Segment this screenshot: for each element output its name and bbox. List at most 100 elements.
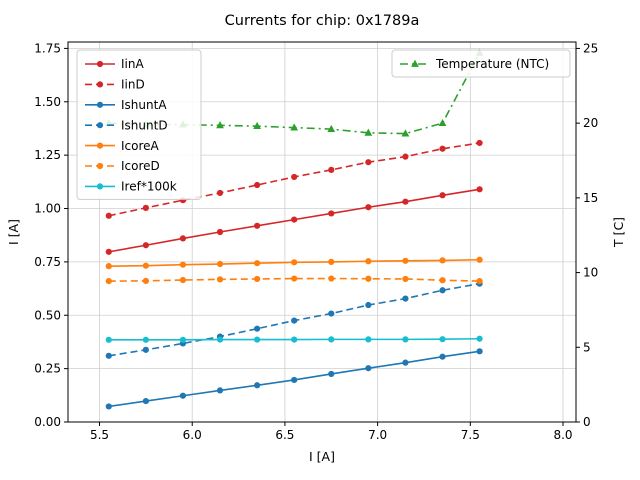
circle-marker	[179, 336, 187, 343]
x-tick-label: 6.0	[183, 428, 202, 442]
circle-marker	[328, 210, 335, 217]
x-tick-label: 5.5	[90, 428, 109, 442]
circle-marker	[328, 258, 335, 265]
circle-marker	[476, 335, 483, 342]
triangle-marker	[364, 128, 373, 136]
circle-marker	[142, 277, 149, 284]
legend-label: IshuntA	[121, 98, 167, 112]
circle-marker	[328, 370, 335, 378]
circle-marker	[179, 392, 187, 399]
legend-entry-ishuntd: IshuntD	[85, 118, 168, 132]
chart-title: Currents for chip: 0x1789a	[225, 13, 420, 29]
series-ishuntd	[105, 280, 483, 359]
circle-marker	[105, 248, 112, 255]
series-line	[108, 277, 480, 282]
legend-entry-ishunta: IshuntA	[85, 98, 167, 112]
circle-marker	[254, 181, 261, 189]
circle-marker	[105, 352, 112, 359]
circle-marker	[105, 263, 112, 270]
circle-marker	[216, 276, 224, 283]
y-tick-label-left: 1.75	[34, 41, 61, 55]
circle-marker	[254, 336, 261, 343]
circle-marker	[402, 295, 409, 302]
legend-label: IinD	[121, 78, 145, 92]
x-tick-label: 6.5	[275, 428, 294, 442]
series-iind	[105, 139, 483, 219]
circle-marker	[96, 183, 104, 190]
legend-entry-icorea: IcoreA	[85, 139, 160, 153]
circle-marker	[96, 142, 104, 149]
circle-marker	[291, 173, 298, 181]
legend-entry-temperature-ntc: Temperature (NTC)	[400, 57, 549, 71]
circle-marker	[402, 275, 409, 283]
circle-marker	[216, 189, 224, 197]
triangle-marker	[253, 121, 262, 130]
circle-marker	[365, 159, 372, 166]
circle-marker	[439, 287, 446, 294]
y-tick-label-left: 1.25	[34, 148, 61, 162]
circle-marker	[96, 101, 104, 108]
circle-marker	[96, 60, 104, 68]
legend-entry-iref-100k: Iref*100k	[85, 180, 177, 194]
triangle-marker	[327, 124, 336, 133]
circle-marker	[402, 336, 409, 343]
circle-marker	[476, 139, 483, 147]
circle-marker	[216, 336, 224, 343]
circle-marker	[142, 242, 149, 249]
circle-marker	[142, 346, 149, 353]
x-tick-label: 8.0	[553, 428, 572, 442]
circle-marker	[216, 228, 224, 236]
circle-marker	[254, 325, 261, 332]
circle-marker	[328, 336, 335, 343]
legend-entry-icored: IcoreD	[85, 159, 160, 173]
circle-marker	[291, 275, 298, 282]
circle-marker	[291, 216, 298, 223]
y-tick-label-right: 5	[583, 340, 591, 354]
circle-marker	[365, 258, 372, 265]
plot-area: 5.5 6.0 6.5 7.0 7.5 8.0 0.00 0.25 0.50 0.75 1.00 1.…	[34, 41, 598, 442]
y-tick-label-left: 0.00	[34, 415, 61, 429]
y-tick-label-right: 15	[583, 191, 598, 205]
legend-frame	[391, 49, 571, 78]
x-tick-label: 7.5	[461, 428, 480, 442]
series-iina	[105, 186, 483, 255]
circle-marker	[365, 275, 372, 282]
y-tick-label-left: 0.25	[34, 362, 61, 376]
circle-marker	[402, 359, 409, 366]
circle-marker	[365, 336, 372, 343]
series-ishunta	[105, 348, 483, 410]
circle-marker	[96, 162, 104, 170]
circle-marker	[254, 260, 261, 267]
circle-marker	[439, 192, 446, 199]
y-tick-label-left: 1.00	[34, 202, 61, 216]
circle-marker	[365, 365, 372, 372]
series-icored	[105, 275, 483, 285]
circle-marker	[439, 336, 446, 343]
circle-marker	[142, 397, 149, 405]
triangle-marker	[290, 123, 299, 131]
y-axis-label-right: T [C]	[611, 217, 626, 248]
circle-marker	[216, 260, 224, 268]
circle-marker	[476, 256, 483, 263]
y-tick-label-left: 0.75	[34, 255, 61, 269]
legend-label: IinA	[121, 57, 144, 71]
circle-marker	[291, 336, 298, 343]
circle-marker	[328, 310, 335, 317]
circle-marker	[328, 166, 335, 173]
circle-marker	[402, 257, 409, 264]
legend-label: IcoreA	[121, 139, 160, 153]
circle-marker	[105, 403, 112, 410]
circle-marker	[105, 278, 112, 285]
plot-border	[67, 41, 577, 423]
y-tick-label-left: 0.50	[34, 308, 61, 322]
circle-marker	[179, 235, 187, 242]
series-icorea	[105, 256, 483, 270]
circle-marker	[476, 348, 483, 355]
circle-marker	[142, 262, 149, 269]
legend-entry-iind: IinD	[85, 78, 145, 92]
legend-frame	[76, 49, 202, 200]
circle-marker	[476, 186, 483, 193]
circle-marker	[439, 145, 446, 152]
